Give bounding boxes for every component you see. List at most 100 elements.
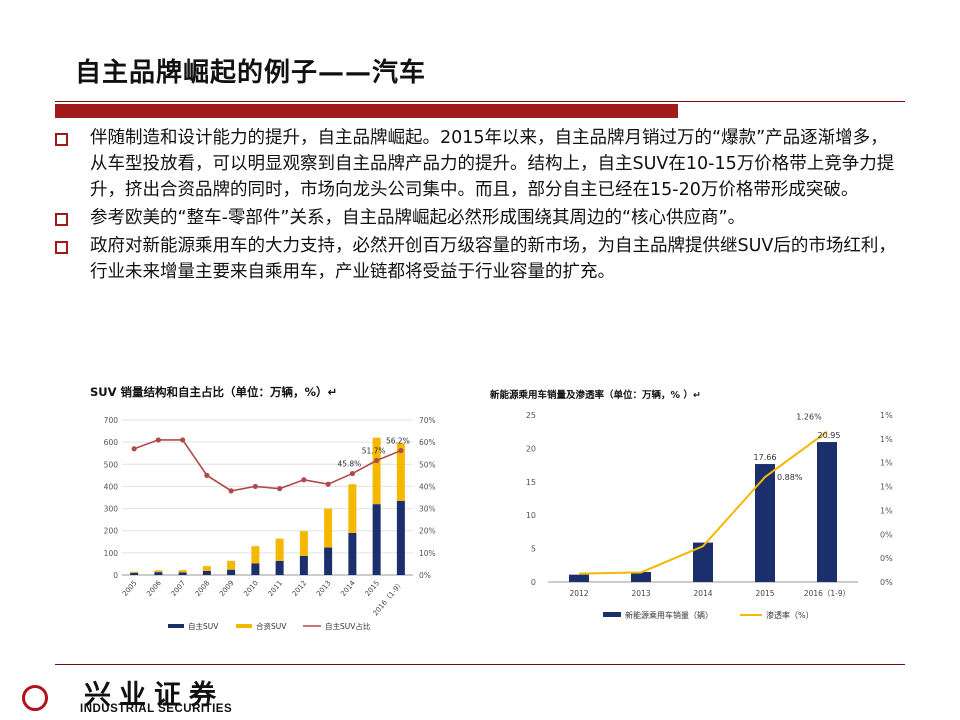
x-tick-label: 2014 xyxy=(693,589,712,598)
legend-share-label: 自主SUV占比 xyxy=(325,621,371,631)
bar-jv-suv xyxy=(299,531,308,556)
y-tick-label: 200 xyxy=(104,527,119,536)
suv-chart-svg: SUV 销量结构和自主占比（单位：万辆，%）↵ 0 100 200 300 400 500 6… xyxy=(90,385,436,631)
bar-own-suv xyxy=(178,572,187,575)
y2-tick-label: 0% xyxy=(880,530,893,539)
square-bullet-icon xyxy=(55,241,68,254)
x-tick-label: 2013 xyxy=(315,579,333,598)
penetration-data-label: 0.88% xyxy=(777,473,803,482)
y2-tick-label: 20% xyxy=(419,527,436,536)
legend-sales-label: 新能源乘用车销量（辆） xyxy=(625,610,713,620)
legend-sales-swatch xyxy=(603,612,621,617)
bullet-text: 政府对新能源乘用车的大力支持，必然开创百万级容量的新市场，为自主品牌提供继SUV… xyxy=(90,236,896,282)
y-tick-label: 10 xyxy=(526,511,536,520)
bar-jv-suv xyxy=(154,570,163,573)
y2-tick-label: 1% xyxy=(880,483,893,492)
nev-chart-svg: 新能源乘用车销量及渗透率（单位：万辆，% ）↵ 0 5 10 15 20 25 0% 0% 0% 1… xyxy=(490,389,893,620)
bar-own-suv xyxy=(154,572,163,575)
share-point xyxy=(131,446,137,452)
bar-own-suv xyxy=(202,571,211,575)
bar-jv-suv xyxy=(178,570,187,573)
suv-sales-chart: SUV 销量结构和自主占比（单位：万辆，%）↵ 0 100 200 300 400 500 6… xyxy=(88,380,448,660)
bar-nev-sales xyxy=(817,442,837,582)
y-tick-label: 20 xyxy=(526,444,536,453)
legend-jv-label: 合资SUV xyxy=(256,621,287,631)
slide-title: 自主品牌崛起的例子——汽车 xyxy=(75,58,427,88)
x-tick-label: 2009 xyxy=(218,579,236,598)
bar-nev-sales xyxy=(755,464,775,582)
share-data-label: 56.2% xyxy=(386,437,410,446)
share-line xyxy=(133,439,402,492)
bar-jv-suv xyxy=(251,546,260,564)
penetration-line xyxy=(578,430,828,575)
bar-jv-suv xyxy=(275,538,284,561)
y-tick-label: 100 xyxy=(104,549,119,558)
x-tick-label: 2010 xyxy=(242,579,260,598)
bar-nev-sales xyxy=(569,574,589,582)
x-tick-label: 2005 xyxy=(121,579,139,598)
share-point xyxy=(204,472,210,478)
bar-own-suv xyxy=(227,569,236,575)
x-tick-label: 2014 xyxy=(339,579,357,598)
square-bullet-icon xyxy=(55,133,68,146)
x-tick-label: 2007 xyxy=(170,579,188,598)
y2-tick-label: 0% xyxy=(419,571,431,580)
x-tick-label: 2012 xyxy=(291,579,309,598)
bar-nev-sales xyxy=(631,571,651,582)
footer-divider-line xyxy=(55,664,905,665)
y-tick-label: 0 xyxy=(113,571,118,580)
bar-data-label: 17.66 xyxy=(754,453,777,462)
chart-title: 新能源乘用车销量及渗透率（单位：万辆，% ）↵ xyxy=(490,389,701,401)
share-point xyxy=(325,481,331,487)
company-logo: 兴业证券 INDUSTRIAL SECURITIES xyxy=(14,673,264,717)
square-bullet-icon xyxy=(55,213,68,226)
bullet-item-1: 伴随制造和设计能力的提升，自主品牌崛起。2015年以来，自主品牌月销过万的“爆款… xyxy=(52,125,902,203)
y-tick-label: 700 xyxy=(104,416,119,425)
share-point xyxy=(277,486,283,492)
y-tick-label: 15 xyxy=(526,478,536,487)
y2-tick-label: 70% xyxy=(419,416,436,425)
bar-jv-suv xyxy=(372,437,381,505)
bar-jv-suv xyxy=(202,566,211,572)
bar-jv-suv xyxy=(227,560,236,570)
y2-tick-label: 30% xyxy=(419,505,436,514)
bar-own-suv xyxy=(275,560,284,575)
y-tick-label: 300 xyxy=(104,505,119,514)
y2-tick-label: 50% xyxy=(419,460,436,469)
legend-own-label: 自主SUV xyxy=(188,621,219,631)
bar-own-suv xyxy=(396,500,405,575)
y2-tick-label: 0% xyxy=(880,554,893,563)
share-point xyxy=(252,483,258,490)
bullet-list: 伴随制造和设计能力的提升，自主品牌崛起。2015年以来，自主品牌月销过万的“爆款… xyxy=(52,125,902,287)
bullet-item-3: 政府对新能源乘用车的大力支持，必然开创百万级容量的新市场，为自主品牌提供继SUV… xyxy=(52,233,902,285)
y2-tick-label: 1% xyxy=(880,506,893,515)
x-tick-label: 2008 xyxy=(194,579,212,598)
y-tick-label: 500 xyxy=(104,460,119,469)
x-tick-label: 2012 xyxy=(569,589,588,598)
nev-sales-chart: 新能源乘用车销量及渗透率（单位：万辆，% ）↵ 0 5 10 15 20 25 0% 0% 0% 1… xyxy=(478,380,918,660)
y2-tick-label: 0% xyxy=(880,578,893,587)
share-point xyxy=(398,447,404,454)
share-point xyxy=(228,488,234,494)
legend-own-swatch xyxy=(168,624,184,628)
share-point xyxy=(180,437,186,443)
penetration-data-label: 1.26% xyxy=(796,413,822,422)
logo-chinese-name: 兴业证券 xyxy=(84,680,224,711)
y2-tick-label: 1% xyxy=(880,435,893,444)
share-data-label: 51.7% xyxy=(362,447,386,456)
y2-tick-label: 10% xyxy=(419,549,436,558)
bar-jv-suv xyxy=(348,484,357,533)
bar-own-suv xyxy=(251,563,260,575)
y-tick-label: 600 xyxy=(104,438,119,447)
share-point xyxy=(349,470,355,477)
legend-penetration-label: 渗透率（%） xyxy=(766,610,814,620)
x-tick-label: 2006 xyxy=(145,579,163,598)
y2-tick-label: 1% xyxy=(880,411,893,420)
bar-jv-suv xyxy=(324,508,333,548)
bullet-item-2: 参考欧美的“整车-零部件”关系，自主品牌崛起必然形成围绕其周边的“核心供应商”。 xyxy=(52,205,902,231)
legend-jv-swatch xyxy=(236,624,252,628)
bar-nev-sales xyxy=(693,542,713,582)
y2-tick-label: 60% xyxy=(419,438,436,447)
y-tick-label: 25 xyxy=(526,411,536,420)
title-accent-bar xyxy=(55,104,678,118)
